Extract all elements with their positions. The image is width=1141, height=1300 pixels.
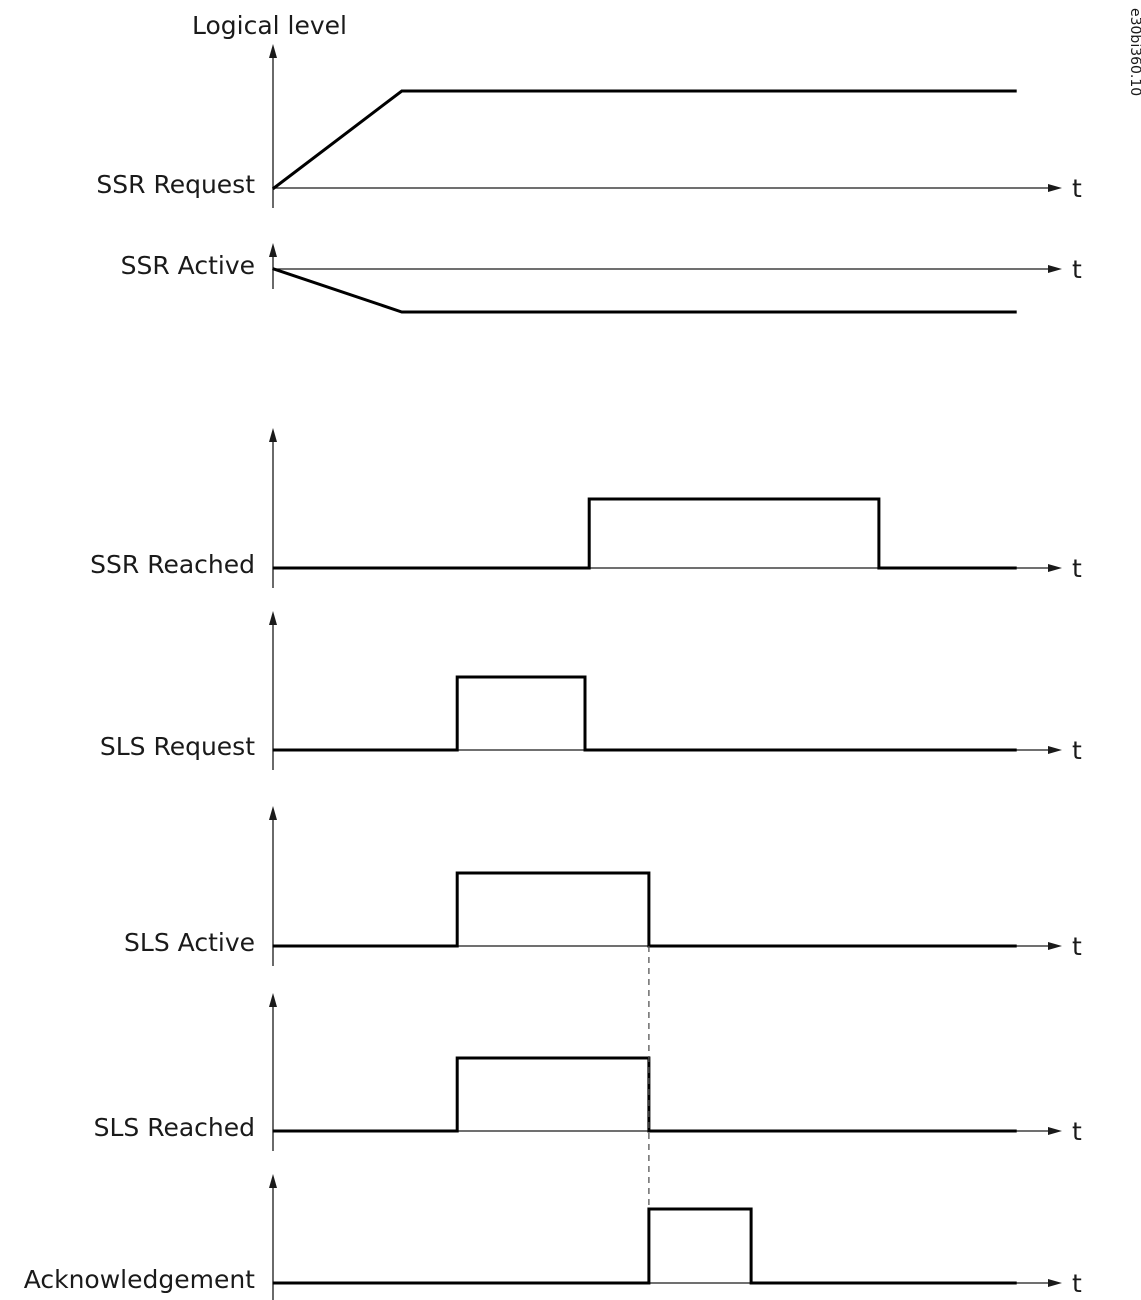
signal-name-label: SLS Request — [100, 732, 255, 761]
signal-row: t SLS Active — [124, 806, 1082, 966]
y-axis-arrow-icon — [269, 44, 277, 58]
signal-row: t SSR Request — [96, 44, 1082, 208]
signal-row: t Acknowledgement — [24, 1174, 1082, 1300]
y-axis-arrow-icon — [269, 1174, 277, 1188]
time-axis-label: t — [1072, 1269, 1082, 1298]
signal-name-label: SSR Reached — [90, 550, 255, 579]
time-axis-arrow-icon — [1048, 265, 1062, 273]
time-axis-label: t — [1072, 554, 1082, 583]
signal-waveform — [272, 1056, 1017, 1133]
signal-row: t SSR Reached — [90, 428, 1082, 588]
signal-waveform — [271, 89, 1017, 191]
signal-name-label: SSR Request — [96, 170, 255, 199]
signal-row: t SSR Active — [121, 243, 1082, 314]
signal-waveform — [272, 871, 1017, 948]
signal-waveform — [272, 267, 1017, 314]
time-axis-label: t — [1072, 736, 1082, 765]
y-axis-arrow-icon — [269, 611, 277, 625]
time-axis-label: t — [1072, 932, 1082, 961]
signal-name-label: SLS Reached — [94, 1113, 255, 1142]
y-axis-arrow-icon — [269, 243, 277, 257]
time-axis-arrow-icon — [1048, 746, 1062, 754]
time-axis-label: t — [1072, 1117, 1082, 1146]
time-axis-arrow-icon — [1048, 564, 1062, 572]
signal-name-label: Acknowledgement — [24, 1265, 255, 1294]
time-axis-arrow-icon — [1048, 184, 1062, 192]
time-axis-label: t — [1072, 174, 1082, 203]
signal-row: t SLS Reached — [94, 993, 1082, 1151]
signal-waveform — [272, 675, 1017, 752]
y-axis-arrow-icon — [269, 806, 277, 820]
time-axis-label: t — [1072, 255, 1082, 284]
y-axis-title: Logical level — [192, 11, 347, 40]
signal-name-label: SLS Active — [124, 928, 255, 957]
y-axis-arrow-icon — [269, 993, 277, 1007]
signals-layer: t SSR Request t SSR Active t SSR Reached t SLS … — [24, 44, 1082, 1300]
signal-waveform — [272, 1207, 1017, 1285]
y-axis-arrow-icon — [269, 428, 277, 442]
signal-waveform — [272, 497, 1017, 570]
time-axis-arrow-icon — [1048, 1127, 1062, 1135]
signal-name-label: SSR Active — [121, 251, 255, 280]
signal-row: t SLS Request — [100, 611, 1082, 770]
figure-id: e30bi360.10 — [1127, 8, 1141, 96]
time-axis-arrow-icon — [1048, 1279, 1062, 1287]
time-axis-arrow-icon — [1048, 942, 1062, 950]
